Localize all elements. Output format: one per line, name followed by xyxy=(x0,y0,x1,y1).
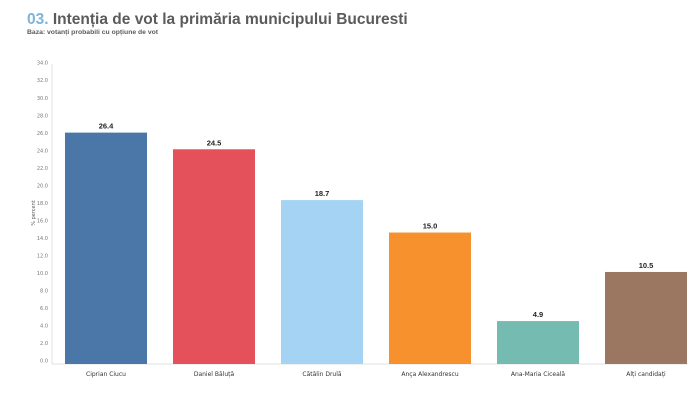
bar-value-label: 18.7 xyxy=(315,189,330,198)
y-tick-label: 0.0 xyxy=(40,359,48,365)
bar xyxy=(281,200,363,364)
x-tick-label: Ana-Maria Ciceală xyxy=(511,371,566,378)
bar xyxy=(65,132,147,364)
x-tick-label: Ciprian Ciucu xyxy=(86,371,126,378)
bar xyxy=(389,232,471,364)
y-tick-label: 12.0 xyxy=(37,254,48,260)
x-tick-label: Daniel Băluță xyxy=(194,371,235,378)
chart-title-text: Intenția de vot la primăria municipului … xyxy=(52,11,408,28)
bar xyxy=(173,149,255,364)
category-labels: Ciprian Ciucu Daniel Băluță Cătălin Drulă A… xyxy=(86,371,666,378)
y-tick-label: 2.0 xyxy=(40,341,48,347)
y-tick-label: 16.0 xyxy=(37,218,48,224)
bars xyxy=(65,132,687,364)
y-tick-label: 32.0 xyxy=(37,78,48,84)
y-tick-label: 4.0 xyxy=(40,324,48,330)
x-tick-label: Ança Alexandrescu xyxy=(401,371,458,378)
chart-subtitle: Baza: votanți probabili cu opțiune de vo… xyxy=(27,29,159,36)
bar-value-label: 4.9 xyxy=(533,310,543,319)
bar xyxy=(497,321,579,364)
bar xyxy=(605,271,687,364)
bar-value-label: 24.5 xyxy=(207,138,222,147)
y-tick-label: 10.0 xyxy=(37,271,48,277)
y-tick-label: 26.0 xyxy=(37,131,48,137)
value-labels: 26.4 24.5 18.7 15.0 4.9 10.5 xyxy=(99,122,654,319)
chart-number: 03. xyxy=(27,11,49,28)
y-tick-label: 28.0 xyxy=(37,113,48,119)
y-tick-label: 8.0 xyxy=(40,289,48,295)
y-tick-label: 24.0 xyxy=(37,148,48,154)
y-tick-label: 30.0 xyxy=(37,96,48,102)
y-tick-label: 34.0 xyxy=(37,61,48,67)
y-tick-label: 22.0 xyxy=(37,166,48,172)
x-tick-label: Cătălin Drulă xyxy=(302,371,341,378)
y-axis: 0.0 2.0 4.0 6.0 8.0 10.0 12.0 14.0 16.0 18.0 20.0 2… xyxy=(37,61,688,365)
x-tick-label: Alți candidați xyxy=(626,371,666,378)
y-tick-label: 18.0 xyxy=(37,201,48,207)
chart-title: 03. Intenția de vot la primăria municipu… xyxy=(27,11,408,29)
bar-value-label: 26.4 xyxy=(99,122,114,131)
bar-value-label: 10.5 xyxy=(639,261,654,270)
y-tick-label: 6.0 xyxy=(40,306,48,312)
y-axis-label: % percent xyxy=(31,200,37,226)
bar-value-label: 15.0 xyxy=(423,222,438,231)
y-tick-label: 20.0 xyxy=(37,183,48,189)
y-tick-label: 14.0 xyxy=(37,236,48,242)
